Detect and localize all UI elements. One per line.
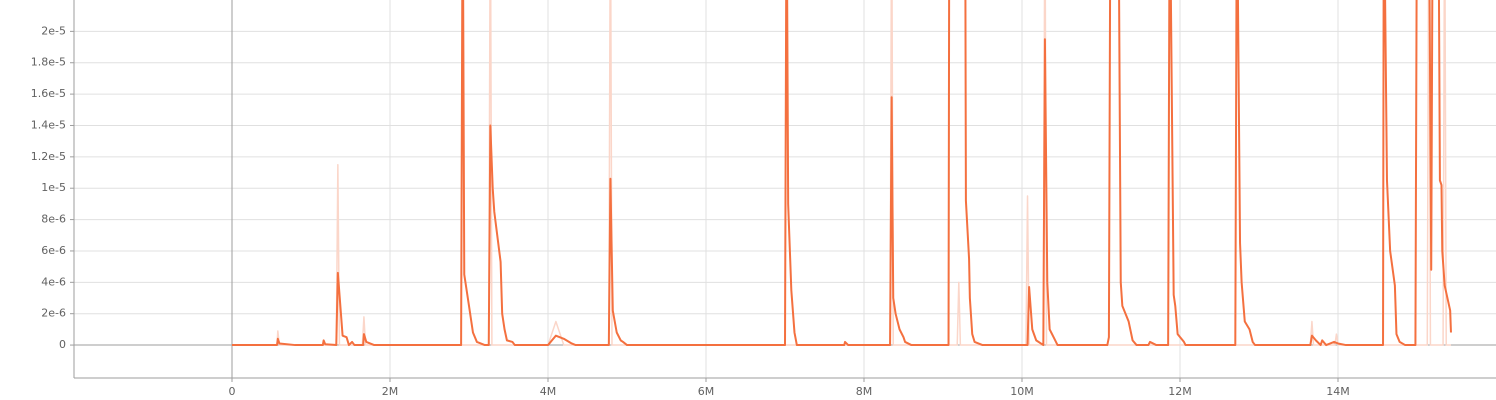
- x-tick-label: 14M: [1326, 385, 1350, 398]
- series-line: [232, 0, 1451, 346]
- y-tick-label: 1.6e-5: [31, 87, 66, 100]
- series-line: [232, 0, 1452, 347]
- x-tick-label: 0: [229, 385, 236, 398]
- x-tick-label: 6M: [698, 385, 715, 398]
- y-tick-label: 1.2e-5: [31, 150, 66, 163]
- y-tick-label: 1e-5: [41, 181, 66, 194]
- y-tick-label: 8e-6: [41, 213, 66, 226]
- y-tick-label: 1.4e-5: [31, 118, 66, 131]
- y-tick-label: 2e-5: [41, 24, 66, 37]
- x-tick-label: 8M: [856, 385, 873, 398]
- y-tick-label: 4e-6: [41, 275, 66, 288]
- x-tick-label: 10M: [1010, 385, 1034, 398]
- y-tick-label: 0: [59, 338, 66, 351]
- y-tick-label: 6e-6: [41, 244, 66, 257]
- y-tick-label: 1.8e-5: [31, 56, 66, 69]
- x-tick-label: 12M: [1168, 385, 1192, 398]
- x-tick-label: 2M: [382, 385, 399, 398]
- y-tick-label: 2e-6: [41, 307, 66, 320]
- x-tick-label: 4M: [540, 385, 557, 398]
